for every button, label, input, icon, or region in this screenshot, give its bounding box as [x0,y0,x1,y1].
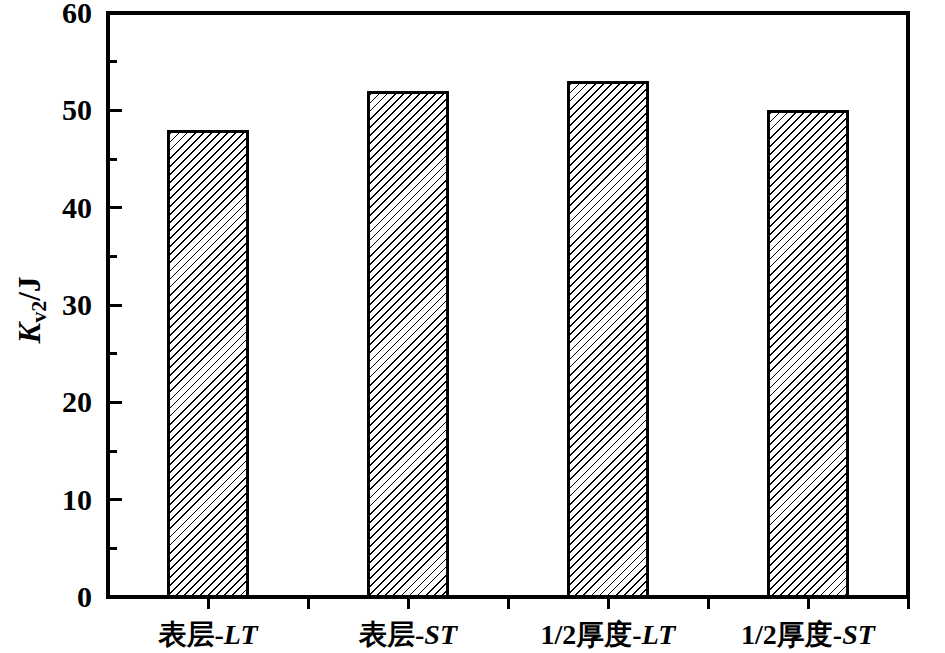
y-axis-tick-minor [110,255,117,258]
y-axis-tick-minor [110,352,117,355]
y-axis-title-symbol: K [12,323,47,344]
y-axis-tick-major [110,498,122,501]
x-axis-tick [807,599,810,609]
bar-chart-figure: 0102030405060 表层-LT表层-ST1/2厚度-LT1/2厚度-ST… [0,0,945,653]
y-axis-tick-label: 10 [22,484,92,516]
x-category-label-italic-suffix: ST [424,619,457,650]
y-axis-tick-major [110,109,122,112]
y-axis-tick-label: 40 [22,192,92,224]
bar [567,81,649,599]
x-category-label-prefix: 1/2厚度- [541,619,642,650]
x-axis-tick [507,599,510,609]
y-axis-tick-minor [110,60,117,63]
y-axis-tick-major [110,401,122,404]
x-category-label-prefix: 1/2厚度- [741,619,842,650]
y-axis-tick-minor [110,547,117,550]
x-category-label-prefix: 表层- [359,619,424,650]
x-axis-tick [307,599,310,609]
y-axis-tick-major [110,304,122,307]
x-category-label: 1/2厚度-ST [678,616,938,653]
bar [167,130,249,599]
y-axis-title: Kv2/J [10,220,50,400]
y-axis-title-subscript: v2 [26,301,51,323]
x-axis-tick [207,599,210,609]
y-axis-title-unit: /J [12,277,47,301]
bar [767,110,849,599]
y-axis-tick-label: 0 [22,581,92,613]
x-category-label-italic-suffix: LT [224,619,258,650]
y-axis-tick-minor [110,450,117,453]
x-axis-tick [907,599,910,609]
y-axis-tick-minor [110,158,117,161]
x-axis-tick [407,599,410,609]
bar [367,91,449,599]
y-axis-tick-label: 60 [22,0,92,29]
x-category-label-italic-suffix: ST [842,619,875,650]
y-axis-tick-label: 50 [22,94,92,126]
x-axis-tick [707,599,710,609]
x-axis-tick [607,599,610,609]
y-axis-tick-major [110,206,122,209]
x-category-label-prefix: 表层- [158,619,223,650]
x-category-label-italic-suffix: LT [642,619,676,650]
